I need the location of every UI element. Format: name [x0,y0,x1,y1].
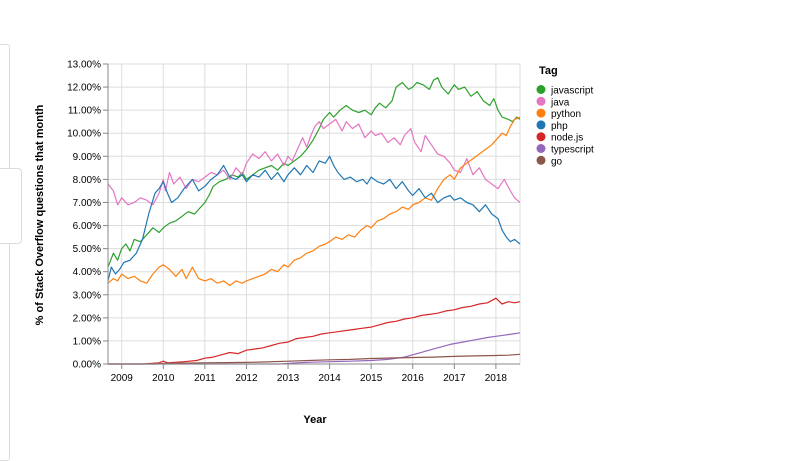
legend-label: java [550,97,570,108]
legend-label: go [551,156,563,167]
x-tick-label: 2017 [443,373,466,384]
x-axis-title: Year [303,414,327,426]
legend-swatch [536,120,546,130]
legend-label: python [551,109,581,120]
y-tick-label: 11.00% [68,106,101,117]
y-tick-label: 13.00% [67,60,101,71]
series-lines [107,77,521,365]
x-tick-label: 2010 [152,373,175,384]
legend-swatch [536,132,546,142]
x-tick-label: 2016 [402,373,425,384]
y-tick-label: 12.00% [67,83,101,94]
legend-label: node.js [551,133,583,144]
legend-swatch [536,144,546,153]
legend-swatch [536,96,546,106]
legend-label: php [551,121,568,132]
y-tick-label: 0.00% [73,360,101,371]
x-tick-label: 2015 [360,373,383,384]
y-tick-label: 6.00% [73,221,101,232]
x-tick-label: 2011 [194,373,216,384]
series-line-python [107,116,521,287]
legend-swatch [536,155,546,165]
y-tick-label: 3.00% [73,290,101,301]
x-tick-label: 2014 [318,373,341,384]
series-line-typescript [108,332,521,365]
y-tick-label: 7.00% [73,198,101,209]
x-tick-label: 2012 [235,373,258,384]
y-axis-title: % of Stack Overflow questions that month [34,104,46,325]
legend-label: typescript [551,145,594,156]
legend-swatch [536,108,546,118]
series-line-java [107,118,521,206]
side-panel-tab[interactable] [0,168,22,244]
axes: 0.00% 1.00% 2.00% 3.00% 4.00% 5.00% 6.00% 7.00%… [67,60,520,384]
x-tick-label: 2009 [111,373,134,384]
series-line-go [108,353,521,365]
legend-title: Tag [539,65,558,77]
legend-swatch [536,85,546,94]
series-line-javascript [107,77,521,268]
x-tick-label: 2013 [277,373,300,384]
y-tick-label: 2.00% [73,313,101,324]
series-line-node-js [108,297,521,365]
y-tick-label: 5.00% [73,244,101,255]
series-line-php [107,155,521,282]
y-tick-label: 9.00% [73,152,101,163]
y-tick-label: 10.00% [67,129,101,140]
y-tick-label: 1.00% [73,336,101,347]
grid [107,63,521,365]
x-tick-label: 2018 [485,373,508,384]
legend-label: javascript [550,86,593,97]
legend: Tag javascriptjavapythonphpnode.jstypesc… [536,65,594,167]
plot-frame [107,63,521,365]
y-tick-label: 4.00% [73,267,101,278]
y-tick-label: 8.00% [73,175,101,186]
